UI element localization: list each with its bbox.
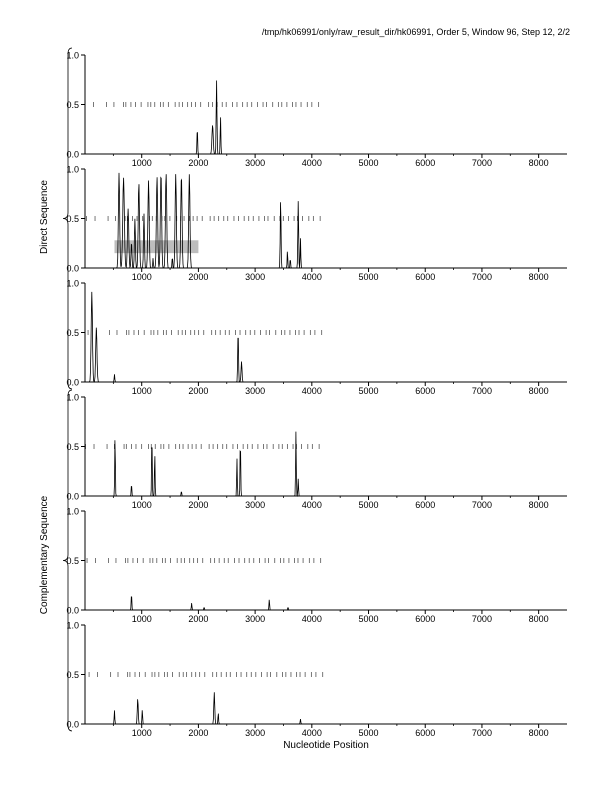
- x-tick-label: 7000: [472, 386, 492, 396]
- series-line: [85, 692, 329, 725]
- x-tick-label: 8000: [529, 500, 549, 510]
- x-tick-label: 1000: [132, 614, 152, 624]
- y-tick-label: 0.5: [66, 442, 79, 452]
- x-tick-label: 6000: [415, 386, 435, 396]
- y-tick-label: 0.0: [66, 492, 79, 502]
- x-tick-label: 7000: [472, 272, 492, 282]
- x-tick-label: 2000: [188, 614, 208, 624]
- y-tick-label: 1.0: [66, 279, 79, 289]
- y-tick-label: 0.5: [66, 100, 79, 110]
- y-tick-label: 0.0: [66, 720, 79, 730]
- y-tick-label: 0.0: [66, 606, 79, 616]
- x-tick-label: 5000: [359, 728, 379, 738]
- x-tick-label: 4000: [302, 500, 322, 510]
- series-line: [85, 596, 329, 611]
- x-tick-label: 2000: [188, 728, 208, 738]
- series-line: [85, 431, 329, 498]
- direct-label: Direct Sequence: [39, 180, 50, 254]
- panel-6: 0.0 0.5 1.0 1000 2000 3000 4000 5000 6000 7000 800…: [66, 621, 567, 738]
- y-tick-label: 1.0: [66, 51, 79, 61]
- x-tick-label: 1000: [132, 386, 152, 396]
- x-axis-label: Nucleotide Position: [283, 740, 369, 751]
- x-tick-label: 5000: [359, 614, 379, 624]
- x-tick-label: 6000: [415, 272, 435, 282]
- complementary-brace: [62, 389, 73, 732]
- x-tick-label: 5000: [359, 386, 379, 396]
- x-tick-label: 2000: [188, 386, 208, 396]
- x-tick-label: 6000: [415, 158, 435, 168]
- y-tick-label: 0.5: [66, 556, 79, 566]
- x-tick-label: 1000: [132, 272, 152, 282]
- x-tick-label: 7000: [472, 728, 492, 738]
- x-tick-label: 8000: [529, 272, 549, 282]
- x-tick-label: 4000: [302, 728, 322, 738]
- panel-4: 0.0 0.5 1.0 1000 2000 3000 4000 5000 6000 7000 800…: [66, 393, 567, 510]
- x-tick-label: 3000: [245, 158, 265, 168]
- x-tick-label: 4000: [302, 614, 322, 624]
- x-tick-label: 3000: [245, 272, 265, 282]
- panel-2: 0.0 0.5 1.0 1000 2000 3000 4000 5000 6000 7000 800…: [66, 165, 567, 282]
- x-tick-label: 3000: [245, 614, 265, 624]
- x-tick-label: 7000: [472, 158, 492, 168]
- x-tick-label: 3000: [245, 386, 265, 396]
- chart-title: /tmp/hk06991/only/raw_result_dir/hk06991…: [261, 27, 570, 37]
- x-tick-label: 7000: [472, 500, 492, 510]
- y-tick-label: 0.0: [66, 150, 79, 160]
- y-tick-label: 0.0: [66, 378, 79, 388]
- x-tick-label: 1000: [132, 728, 152, 738]
- series-line: [85, 80, 329, 155]
- panel-3: 0.0 0.5 1.0 1000 2000 3000 4000 5000 6000 7000 800…: [66, 279, 567, 396]
- x-tick-label: 8000: [529, 386, 549, 396]
- x-tick-label: 5000: [359, 500, 379, 510]
- x-tick-label: 8000: [529, 728, 549, 738]
- complementary-label: Complementary Sequence: [39, 495, 50, 614]
- x-tick-label: 3000: [245, 728, 265, 738]
- x-tick-label: 8000: [529, 614, 549, 624]
- y-tick-label: 1.0: [66, 507, 79, 517]
- x-tick-label: 1000: [132, 500, 152, 510]
- direct-brace: [62, 47, 73, 390]
- x-tick-label: 2000: [188, 272, 208, 282]
- y-tick-label: 0.0: [66, 264, 79, 274]
- y-tick-label: 1.0: [66, 621, 79, 631]
- x-tick-label: 2000: [188, 500, 208, 510]
- x-tick-label: 6000: [415, 728, 435, 738]
- y-tick-label: 1.0: [66, 393, 79, 403]
- x-tick-label: 6000: [415, 614, 435, 624]
- x-tick-label: 2000: [188, 158, 208, 168]
- x-tick-label: 4000: [302, 386, 322, 396]
- x-tick-label: 4000: [302, 158, 322, 168]
- panel-5: 0.0 0.5 1.0 1000 2000 3000 4000 5000 6000 7000 800…: [66, 507, 567, 624]
- panel-1: 0.0 0.5 1.0 1000 2000 3000 4000 5000 6000 7000 800…: [66, 51, 567, 168]
- x-tick-label: 4000: [302, 272, 322, 282]
- x-tick-label: 8000: [529, 158, 549, 168]
- x-tick-label: 1000: [132, 158, 152, 168]
- y-tick-label: 0.5: [66, 328, 79, 338]
- y-tick-label: 1.0: [66, 165, 79, 175]
- x-tick-label: 7000: [472, 614, 492, 624]
- y-tick-label: 0.5: [66, 670, 79, 680]
- y-tick-label: 0.5: [66, 214, 79, 224]
- x-tick-label: 3000: [245, 500, 265, 510]
- x-tick-label: 5000: [359, 272, 379, 282]
- x-tick-label: 5000: [359, 158, 379, 168]
- x-tick-label: 6000: [415, 500, 435, 510]
- series-line: [85, 172, 329, 269]
- series-line: [85, 291, 329, 383]
